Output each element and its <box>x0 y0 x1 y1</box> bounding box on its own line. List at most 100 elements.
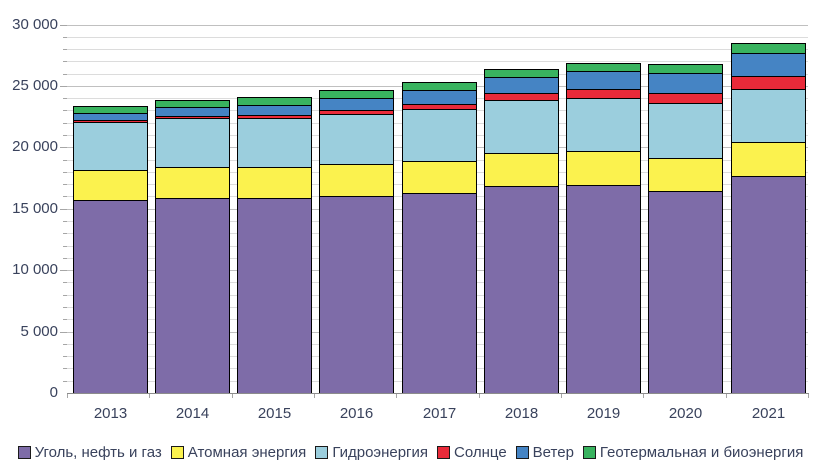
y-axis-tick <box>63 160 67 161</box>
x-axis-label: 2017 <box>422 405 457 422</box>
bar-segment-3-2015 <box>237 118 312 168</box>
bar-segment-3-2017 <box>402 109 477 162</box>
bar-segment-3-2013 <box>73 122 148 171</box>
bar-segment-1-2021 <box>731 176 806 394</box>
y-axis-tick <box>63 123 67 124</box>
legend-label: Гидроэнергия <box>332 443 429 461</box>
bar-segment-6-2013 <box>73 106 148 114</box>
x-axis-label: 2020 <box>668 405 703 422</box>
y-axis-label: 10 000 <box>12 261 58 278</box>
y-axis-tick <box>63 37 67 38</box>
x-axis-tick <box>479 394 480 398</box>
gridline-minor <box>67 61 808 62</box>
x-axis-tick <box>726 394 727 398</box>
y-axis-label: 5 000 <box>20 323 58 340</box>
y-axis-tick <box>63 61 67 62</box>
bar-segment-6-2017 <box>402 82 477 91</box>
bar-segment-2-2019 <box>566 151 641 186</box>
bar-segment-6-2020 <box>648 64 723 74</box>
x-axis-tick <box>67 394 68 398</box>
bar-segment-6-2018 <box>484 69 559 78</box>
bar-segment-1-2017 <box>402 193 477 394</box>
legend-swatch-icon <box>515 445 529 459</box>
y-axis-label: 30 000 <box>12 16 58 33</box>
y-axis-tick <box>63 184 67 185</box>
bar-segment-6-2014 <box>155 100 230 108</box>
y-axis-label: 25 000 <box>12 77 58 94</box>
bar-segment-1-2018 <box>484 186 559 394</box>
y-axis-tick <box>63 307 67 308</box>
bar-segment-6-2016 <box>319 90 394 99</box>
y-axis-tick <box>63 233 67 234</box>
legend-label: Уголь, нефть и газ <box>34 443 162 461</box>
bar-segment-5-2014 <box>155 107 230 117</box>
bar-segment-4-2021 <box>731 76 806 90</box>
bar-segment-2-2018 <box>484 153 559 187</box>
legend-label: Атомная энергия <box>187 443 307 461</box>
bar-segment-5-2013 <box>73 113 148 121</box>
x-axis-tick <box>808 394 809 398</box>
gridline-minor <box>67 74 808 75</box>
x-axis-label: 2021 <box>751 405 786 422</box>
bar-segment-6-2019 <box>566 63 641 72</box>
x-axis-label: 2019 <box>586 405 621 422</box>
bar-segment-5-2020 <box>648 73 723 94</box>
gridline-major <box>67 25 808 26</box>
bar-segment-1-2019 <box>566 185 641 394</box>
legend-item-3: Гидроэнергия <box>315 444 428 461</box>
y-axis-tick <box>63 368 67 369</box>
x-axis-label: 2015 <box>257 405 292 422</box>
bar-segment-3-2018 <box>484 100 559 154</box>
legend-swatch-icon <box>437 445 451 459</box>
legend-item-2: Атомная энергия <box>170 443 307 461</box>
x-axis-label: 2016 <box>339 405 374 422</box>
bar-segment-2-2013 <box>73 170 148 201</box>
bar-segment-5-2015 <box>237 105 312 116</box>
x-axis-tick <box>561 394 562 398</box>
bar-segment-2-2021 <box>731 142 806 177</box>
y-axis-tick <box>60 209 67 210</box>
gridline-minor <box>67 49 808 50</box>
y-axis-tick <box>60 147 67 148</box>
y-axis-tick <box>63 381 67 382</box>
y-axis-tick <box>63 319 67 320</box>
bar-segment-3-2020 <box>648 103 723 159</box>
x-axis-tick <box>232 394 233 398</box>
y-axis-tick <box>63 74 67 75</box>
y-axis-tick <box>63 344 67 345</box>
y-axis-tick <box>63 246 67 247</box>
bar-segment-5-2017 <box>402 90 477 105</box>
legend-label: Солнце <box>454 443 507 461</box>
y-axis-tick <box>63 295 67 296</box>
y-axis-tick <box>60 332 67 333</box>
bar-segment-1-2020 <box>648 191 723 394</box>
bar-segment-2-2017 <box>402 161 477 194</box>
legend-label: Геотермальная и биоэнергия <box>599 443 804 461</box>
y-axis-tick <box>60 86 67 87</box>
y-axis-tick <box>63 196 67 197</box>
bar-segment-1-2014 <box>155 198 230 394</box>
y-axis-tick <box>63 135 67 136</box>
x-axis-label: 2013 <box>93 405 128 422</box>
y-axis-label: 0 <box>49 384 58 401</box>
legend-item-6: Геотермальная и биоэнергия <box>582 443 804 461</box>
y-axis-tick <box>63 282 67 283</box>
bar-segment-5-2021 <box>731 53 806 77</box>
gridline-minor <box>67 37 808 38</box>
x-axis-tick <box>149 394 150 398</box>
x-axis-tick <box>314 394 315 398</box>
bar-segment-3-2021 <box>731 89 806 143</box>
y-axis-label: 20 000 <box>12 138 58 155</box>
x-axis-label: 2018 <box>504 405 539 422</box>
x-axis-label: 2014 <box>175 405 210 422</box>
legend-item-4: Солнце <box>437 444 507 461</box>
legend-label: Ветер <box>532 443 574 461</box>
bar-segment-1-2013 <box>73 200 148 394</box>
legend-swatch-icon <box>170 445 184 459</box>
bar-segment-5-2019 <box>566 71 641 90</box>
bar-segment-5-2016 <box>319 98 394 111</box>
y-axis-tick <box>63 98 67 99</box>
bar-segment-6-2021 <box>731 43 806 54</box>
